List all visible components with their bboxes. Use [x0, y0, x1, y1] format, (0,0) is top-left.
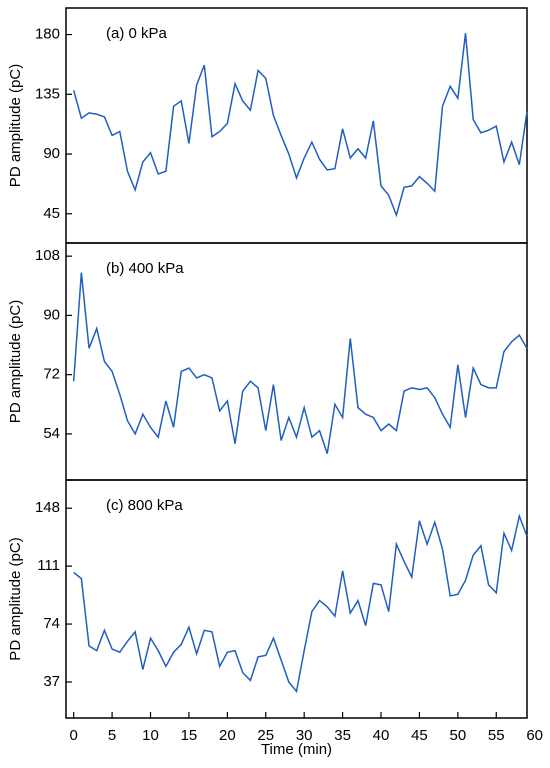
plot-frame	[65, 7, 528, 244]
x-tick-label: 10	[142, 727, 159, 744]
x-tick-label: 40	[373, 727, 390, 744]
panel-label: (c) 800 kPa	[106, 497, 183, 514]
x-tick-label: 60	[526, 727, 543, 744]
y-axis-label: PD amplitude (pC)	[7, 300, 24, 423]
y-tick-label: 54	[43, 425, 60, 442]
y-tick-label: 90	[43, 306, 60, 323]
y-tick-label: 108	[35, 247, 60, 264]
x-tick-label: 50	[450, 727, 467, 744]
y-tick-label: 45	[43, 205, 60, 222]
data-line	[72, 272, 528, 454]
y-tick-label: 148	[35, 499, 60, 516]
x-tick-label: 5	[108, 727, 116, 744]
panel-label: (a) 0 kPa	[106, 25, 168, 42]
x-tick-label: 30	[296, 727, 313, 744]
panel-label: (b) 400 kPa	[106, 260, 184, 277]
y-tick-label: 180	[35, 26, 60, 43]
y-tick-label: 74	[43, 615, 60, 632]
y-tick-label: 111	[37, 557, 60, 574]
y-tick-label: 37	[43, 673, 60, 690]
x-tick-label: 20	[219, 727, 236, 744]
x-tick-label: 55	[488, 727, 505, 744]
x-tick-label: 25	[257, 727, 274, 744]
y-tick-label: 72	[43, 366, 60, 383]
x-axis-label: Time (min)	[261, 741, 332, 758]
data-line	[72, 33, 528, 218]
x-tick-label: 15	[181, 727, 198, 744]
y-tick-label: 90	[43, 145, 60, 162]
x-tick-label: 45	[411, 727, 428, 744]
y-axis-label: PD amplitude (pC)	[7, 537, 24, 660]
data-line	[73, 513, 528, 694]
x-tick-label: 0	[70, 727, 78, 744]
y-axis-label: PD amplitude (pC)	[7, 64, 24, 187]
plot-frame	[65, 479, 528, 719]
plot-frame	[65, 242, 528, 481]
y-tick-label: 135	[35, 85, 60, 102]
x-tick-label: 35	[334, 727, 351, 744]
